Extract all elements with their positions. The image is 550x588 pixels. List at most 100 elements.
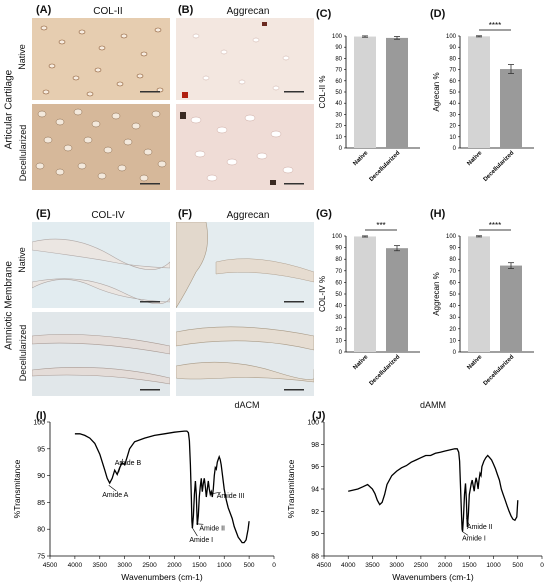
x-axis-label: Wavenumbers (cm-1) xyxy=(392,572,474,582)
y-tick-label: 40 xyxy=(449,101,456,107)
y-tick-label: 88 xyxy=(311,554,319,561)
y-tick-label: 70 xyxy=(335,269,342,275)
micrograph-aggrecan-native-bottom xyxy=(176,222,314,308)
panel-c-letter: (C) xyxy=(316,8,332,20)
panel-e-letter: (E) xyxy=(36,208,51,220)
y-tick-label: 100 xyxy=(332,234,343,240)
annotation-arrow xyxy=(211,491,221,495)
micrograph-col4-native-texture xyxy=(32,238,170,305)
x-tick-label: Native xyxy=(466,354,483,371)
y-axis-label: COL-II % xyxy=(318,76,327,109)
annotation-label: Amide B xyxy=(115,460,142,467)
y-axis-label: %Transmitance xyxy=(286,459,296,518)
y-tick-label: 70 xyxy=(449,269,456,275)
y-tick-label: 10 xyxy=(335,338,342,344)
y-tick-label: 60 xyxy=(335,280,342,286)
panel-a-letter: (A) xyxy=(36,4,52,16)
panel-h-letter: (H) xyxy=(430,208,446,220)
x-tick-label: Decellularized xyxy=(369,354,402,387)
y-tick-label: 80 xyxy=(335,257,342,263)
y-tick-label: 80 xyxy=(449,56,456,62)
x-tick-label: Native xyxy=(352,354,369,371)
micrograph-aggrecan-native-top xyxy=(176,18,314,100)
panel-d-letter: (D) xyxy=(430,8,446,20)
y-tick-label: 90 xyxy=(37,473,45,480)
y-tick-label: 90 xyxy=(311,531,319,538)
y-tick-label: 10 xyxy=(449,135,456,141)
y-axis-label: COL-IV % xyxy=(318,276,327,312)
decellularized-row-label-bottom: Decellularized xyxy=(18,324,28,382)
x-tick-label: Native xyxy=(466,150,483,167)
x-tick-label: Decellularized xyxy=(483,150,516,183)
micrograph-col2-decell xyxy=(32,104,170,190)
y-tick-label: 20 xyxy=(449,327,456,333)
y-tick-label: 95 xyxy=(37,446,45,453)
x-tick-label: Decellularized xyxy=(369,150,402,183)
y-tick-label: 50 xyxy=(335,292,342,298)
y-tick-label: 20 xyxy=(335,327,342,333)
micrograph-aggrecan-decell-bottom-texture xyxy=(176,326,314,391)
y-tick-label: 90 xyxy=(335,246,342,252)
native-row-label-top: Native xyxy=(17,44,27,70)
y-tick-label: 40 xyxy=(335,101,342,107)
articular-cartilage-label: Articular Cartilage xyxy=(3,69,15,150)
y-tick-label: 10 xyxy=(449,338,456,344)
y-tick-label: 98 xyxy=(311,442,319,449)
x-tick-label: 1000 xyxy=(217,562,232,569)
y-tick-label: 100 xyxy=(446,34,457,40)
annotation-arrow xyxy=(461,531,469,536)
y-tick-label: 40 xyxy=(449,304,456,310)
y-tick-label: 80 xyxy=(449,257,456,263)
micrograph-col4-decell xyxy=(32,312,170,396)
x-tick-label: 500 xyxy=(512,562,523,569)
y-tick-label: 40 xyxy=(335,304,342,310)
x-tick-label: 2000 xyxy=(167,562,182,569)
y-tick-label: 70 xyxy=(449,68,456,74)
panel-f-title: Aggrecan xyxy=(226,210,270,221)
micrograph-aggrecan-decell-top-texture xyxy=(180,112,304,185)
x-tick-label: 3000 xyxy=(389,562,404,569)
annotation-label: Amide II xyxy=(199,525,225,532)
x-tick-label: Native xyxy=(352,150,369,167)
decellularized-row-label-top: Decellularized xyxy=(18,124,28,182)
annotation-label: Amide A xyxy=(102,492,128,499)
y-tick-label: 100 xyxy=(307,420,319,427)
y-axis-label: Aggrecan % xyxy=(432,272,441,316)
y-axis-label: Agrecan % xyxy=(432,72,441,111)
x-tick-label: 4500 xyxy=(317,562,332,569)
significance-label: *** xyxy=(376,221,385,230)
bar-native xyxy=(354,36,376,148)
annotation-label: Amide I xyxy=(462,535,486,542)
y-tick-label: 94 xyxy=(311,487,319,494)
significance-label: **** xyxy=(489,21,501,30)
micrograph-aggrecan-native-top-texture xyxy=(182,22,304,98)
y-tick-label: 80 xyxy=(37,527,45,534)
y-tick-label: 30 xyxy=(449,112,456,118)
dacm-label: dACM xyxy=(234,400,260,410)
x-tick-label: 500 xyxy=(244,562,255,569)
ftir-spectrum-damm: 88 90 92 94 96 98 100 4500 4000 3500 3000 2500 2000 1… xyxy=(286,420,544,583)
y-tick-label: 96 xyxy=(311,464,319,471)
native-row-label-bottom: Native xyxy=(17,247,27,273)
x-tick-label: 1000 xyxy=(486,562,501,569)
y-tick-label: 0 xyxy=(339,350,343,356)
annotation-arrow xyxy=(191,526,198,537)
y-tick-label: 100 xyxy=(446,234,457,240)
micrograph-aggrecan-native-bottom-texture xyxy=(176,222,314,308)
x-tick-label: 4000 xyxy=(68,562,83,569)
x-tick-label: 0 xyxy=(540,562,544,569)
x-tick-label: 1500 xyxy=(192,562,207,569)
y-tick-label: 92 xyxy=(311,509,319,516)
micrograph-col2-decell-texture xyxy=(35,108,167,185)
y-tick-label: 70 xyxy=(335,68,342,74)
panel-f-letter: (F) xyxy=(178,208,193,220)
x-tick-label: 1500 xyxy=(462,562,477,569)
y-tick-label: 20 xyxy=(449,124,456,130)
y-tick-label: 85 xyxy=(37,500,45,507)
micrograph-col4-decell-texture xyxy=(32,334,170,391)
x-tick-label: 3500 xyxy=(365,562,380,569)
x-tick-label: 2500 xyxy=(142,562,157,569)
panel-b-title: Aggrecan xyxy=(226,6,270,17)
bar-native xyxy=(468,236,490,352)
bar-decellularized xyxy=(386,248,408,352)
